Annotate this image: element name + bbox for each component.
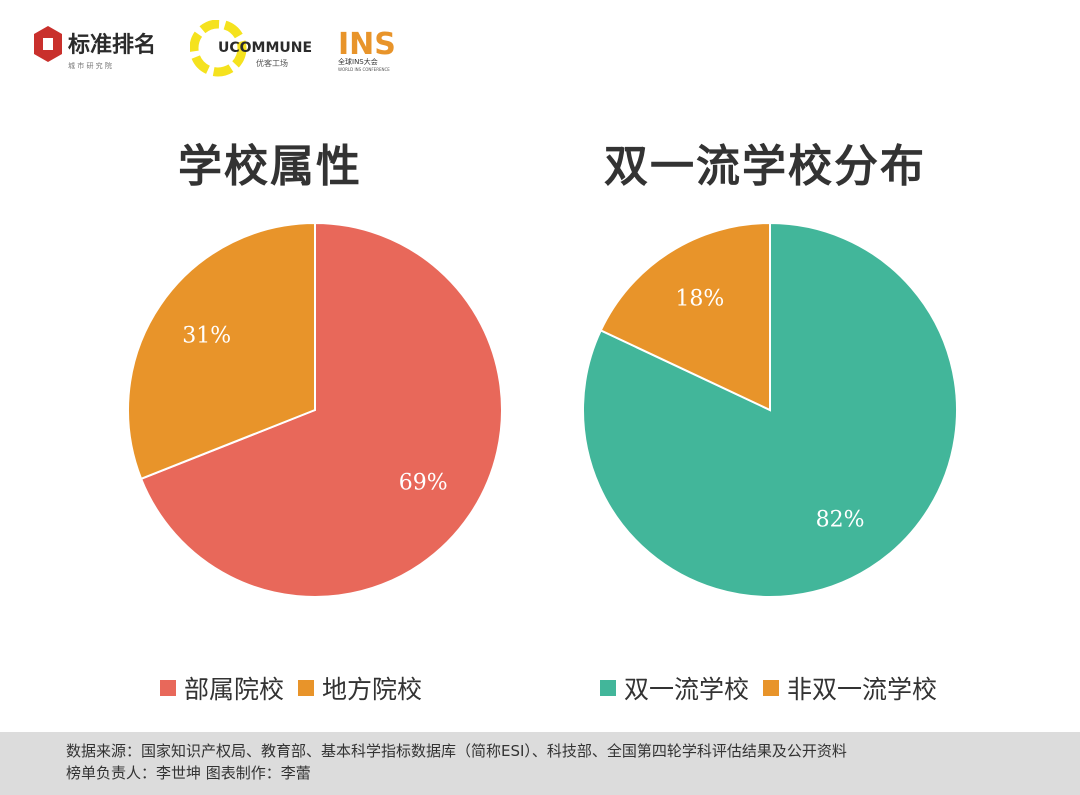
- legend-double-first-class: 双一流学校 非双一流学校: [600, 670, 951, 706]
- legend-school-type: 部属院校 地方院校: [160, 670, 436, 706]
- legend-item-local: 地方院校: [298, 670, 422, 706]
- legend-label: 地方院校: [322, 675, 423, 704]
- footer-source-note: 数据来源：国家知识产权局、教育部、基本科学指标数据库（简称ESI）、科技部、全国…: [0, 732, 1080, 795]
- legend-swatch: [600, 680, 616, 696]
- chart-title-school-type: 学校属性: [178, 141, 362, 192]
- legend-swatch: [298, 680, 315, 696]
- brand1-tagline: 城 市 研 究 院: [68, 61, 112, 70]
- pie-slice-label-1: 31%: [182, 323, 231, 348]
- brand2-ring-icon: [190, 20, 247, 77]
- brand2-sub: 优客工场: [256, 58, 288, 68]
- chart-title-double-first-class: 双一流学校分布: [604, 141, 926, 192]
- pie-slice-label-0: 82%: [816, 508, 865, 533]
- legend-item-non-double-first-class: 非双一流学校: [763, 670, 937, 706]
- legend-item-ministry: 部属院校: [160, 670, 284, 706]
- legend-item-double-first-class: 双一流学校: [600, 670, 749, 706]
- pie-slice-1: [127, 221, 316, 481]
- legend-swatch: [763, 680, 780, 696]
- brand1-logo: 标准排名 城 市 研 究 院: [34, 26, 156, 70]
- brand3-logo: INS 全球INS大会 WORLD INS CONFERENCE: [338, 27, 396, 72]
- brand3-sub2: WORLD INS CONFERENCE: [338, 67, 390, 72]
- brand3-sub: 全球INS大会: [338, 57, 378, 66]
- pie-chart-double-first-class: 82% 18%: [582, 221, 958, 598]
- footer-credits: 榜单负责人：李世坤 图表制作：李蕾: [66, 764, 311, 782]
- legend-label: 双一流学校: [624, 675, 750, 704]
- legend-swatch: [160, 680, 176, 696]
- brand2-logo: UCOMMUNE 优客工场: [190, 20, 312, 77]
- footer-data-source: 数据来源：国家知识产权局、教育部、基本科学指标数据库（简称ESI）、科技部、全国…: [66, 742, 847, 760]
- pie-chart-school-type: 69% 31%: [127, 221, 503, 598]
- pie-slice-0: [139, 221, 503, 598]
- pie-slice-1: [599, 221, 771, 412]
- legend-label: 非双一流学校: [787, 675, 938, 704]
- brand2-name: UCOMMUNE: [218, 40, 312, 56]
- pie-slice-label-1: 18%: [675, 286, 724, 311]
- brand3-name: INS: [338, 27, 396, 62]
- pie-slice-label-0: 69%: [399, 471, 448, 496]
- legend-label: 部属院校: [184, 675, 285, 704]
- brand1-name: 标准排名: [68, 32, 156, 58]
